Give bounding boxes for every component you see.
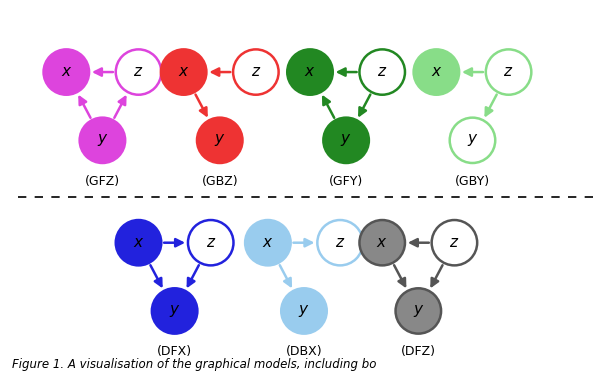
Text: (GFZ): (GFZ) <box>85 175 120 188</box>
Text: Figure 1. A visualisation of the graphical models, including bo: Figure 1. A visualisation of the graphic… <box>12 358 376 371</box>
Text: $\mathit{x}$: $\mathit{x}$ <box>178 65 190 79</box>
Ellipse shape <box>80 118 125 163</box>
Text: $\mathit{y}$: $\mathit{y}$ <box>214 132 225 148</box>
Ellipse shape <box>281 288 327 334</box>
Text: $\mathit{z}$: $\mathit{z}$ <box>503 65 514 79</box>
Text: (DFZ): (DFZ) <box>401 345 436 358</box>
Ellipse shape <box>359 49 405 95</box>
Text: $\mathit{y}$: $\mathit{y}$ <box>169 303 181 319</box>
Text: $\mathit{x}$: $\mathit{x}$ <box>61 65 72 79</box>
Ellipse shape <box>116 49 161 95</box>
Text: (GBY): (GBY) <box>455 175 490 188</box>
Ellipse shape <box>245 220 290 265</box>
Ellipse shape <box>486 49 531 95</box>
Text: $\mathit{z}$: $\mathit{z}$ <box>206 236 216 250</box>
Text: $\mathit{z}$: $\mathit{z}$ <box>133 65 144 79</box>
Ellipse shape <box>197 118 243 163</box>
Ellipse shape <box>233 49 279 95</box>
Text: $\mathit{x}$: $\mathit{x}$ <box>304 65 316 79</box>
Ellipse shape <box>44 49 89 95</box>
Ellipse shape <box>161 49 206 95</box>
Ellipse shape <box>317 220 363 265</box>
Ellipse shape <box>359 220 405 265</box>
Text: $\mathit{x}$: $\mathit{x}$ <box>430 65 442 79</box>
Ellipse shape <box>414 49 459 95</box>
Ellipse shape <box>395 288 441 334</box>
Text: $\mathit{x}$: $\mathit{x}$ <box>133 236 144 250</box>
Ellipse shape <box>116 220 161 265</box>
Ellipse shape <box>188 220 233 265</box>
Text: $\mathit{z}$: $\mathit{z}$ <box>449 236 460 250</box>
Text: $\mathit{z}$: $\mathit{z}$ <box>251 65 261 79</box>
Text: (GBZ): (GBZ) <box>201 175 238 188</box>
Text: $\mathit{y}$: $\mathit{y}$ <box>413 303 424 319</box>
Text: $\mathit{y}$: $\mathit{y}$ <box>340 132 352 148</box>
Text: (DFX): (DFX) <box>157 345 192 358</box>
Ellipse shape <box>432 220 477 265</box>
Ellipse shape <box>152 288 197 334</box>
Text: (GFY): (GFY) <box>329 175 363 188</box>
Text: $\mathit{z}$: $\mathit{z}$ <box>377 65 387 79</box>
Ellipse shape <box>287 49 333 95</box>
Text: $\mathit{x}$: $\mathit{x}$ <box>376 236 388 250</box>
Text: $\mathit{y}$: $\mathit{y}$ <box>96 132 108 148</box>
Text: $\mathit{z}$: $\mathit{z}$ <box>335 236 345 250</box>
Text: (DBX): (DBX) <box>286 345 322 358</box>
Text: $\mathit{y}$: $\mathit{y}$ <box>298 303 310 319</box>
Ellipse shape <box>449 118 495 163</box>
Text: $\mathit{x}$: $\mathit{x}$ <box>262 236 274 250</box>
Ellipse shape <box>324 118 369 163</box>
Text: $\mathit{y}$: $\mathit{y}$ <box>467 132 478 148</box>
